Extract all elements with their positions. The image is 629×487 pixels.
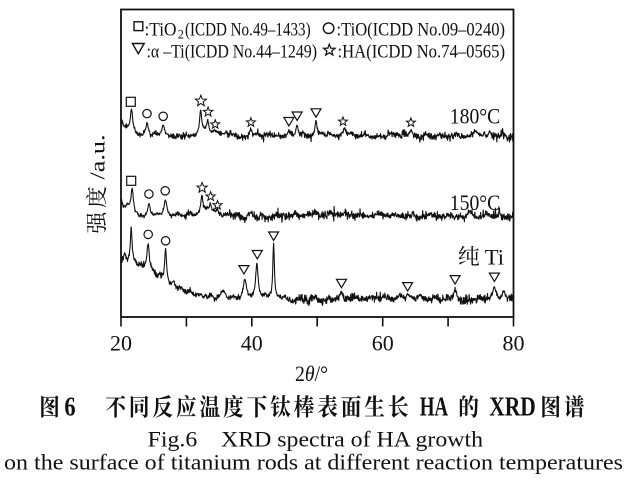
svg-text:on the surface of titanium rod: on the surface of titanium rods at diffe… [4,450,623,475]
svg-text:HA: HA [420,392,449,422]
svg-text:XRD: XRD [489,392,536,422]
svg-text:6: 6 [64,392,75,422]
svg-text:40: 40 [241,331,263,356]
svg-text:60: 60 [372,331,394,356]
svg-text::HA(ICDD No.74–0565): :HA(ICDD No.74–0565) [338,43,506,63]
svg-text::α –Ti(ICDD No.44–1249): :α –Ti(ICDD No.44–1249) [147,43,318,63]
svg-text:2: 2 [178,26,184,41]
svg-text:/a.u.: /a.u. [86,135,110,180]
svg-text:(ICDD No.49–1433): (ICDD No.49–1433) [185,20,311,40]
svg-text::TiO(ICDD No.09–0240): :TiO(ICDD No.09–0240) [337,20,506,40]
svg-text:2θ/°: 2θ/° [295,361,328,386]
svg-text:Ti: Ti [485,244,504,269]
svg-text:150°C: 150°C [450,190,501,215]
svg-text:180°C: 180°C [450,104,501,129]
svg-text::TiO: :TiO [145,20,177,40]
svg-text:20: 20 [110,331,132,356]
svg-text:80: 80 [503,331,525,356]
svg-text:Fig.6 XRD spectra of HA gro: Fig.6 XRD spectra of HA growth [148,427,483,452]
